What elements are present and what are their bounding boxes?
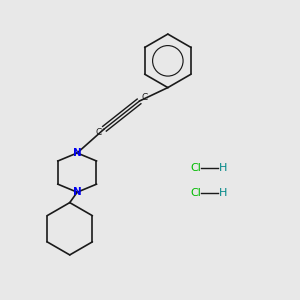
- Text: Cl: Cl: [190, 188, 201, 198]
- Text: C: C: [142, 93, 148, 102]
- Text: H: H: [219, 188, 228, 198]
- Text: N: N: [73, 148, 82, 158]
- Text: N: N: [73, 187, 82, 197]
- Text: C: C: [95, 128, 102, 137]
- Text: Cl: Cl: [190, 163, 201, 173]
- Text: H: H: [219, 163, 228, 173]
